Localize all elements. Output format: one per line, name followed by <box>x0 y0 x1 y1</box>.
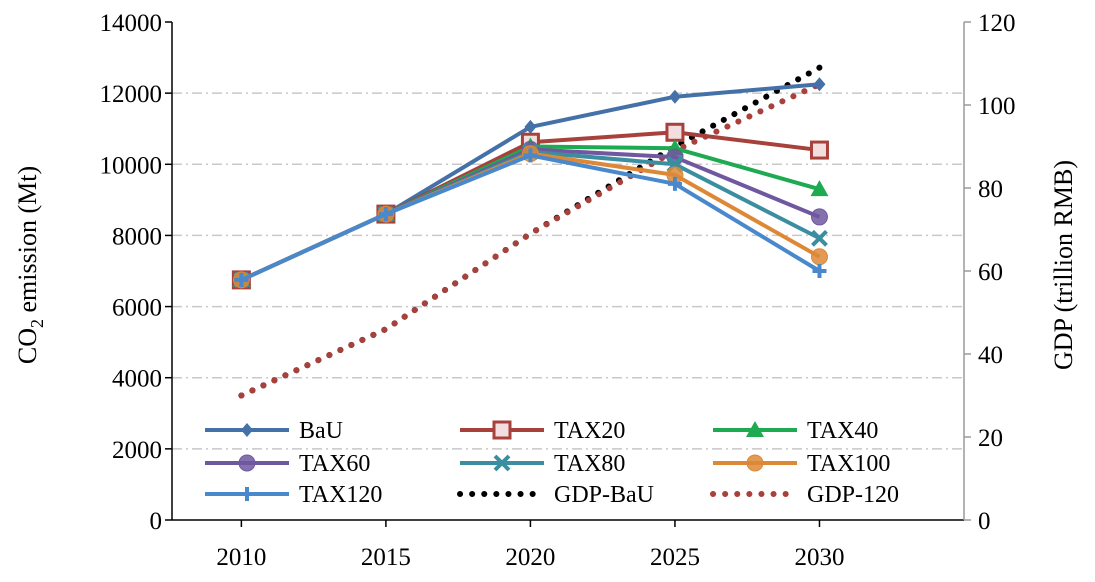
data-point-tax20 <box>665 122 685 142</box>
legend-label: TAX20 <box>554 418 625 444</box>
legend-label: TAX120 <box>299 482 382 508</box>
legend-item-tax80: TAX80 <box>460 451 625 477</box>
series-line-tax40 <box>240 144 821 282</box>
data-point-tax20 <box>809 140 829 160</box>
y-axis-right-title: GDP (trillion RMB) <box>1049 160 1078 370</box>
legend-label: TAX60 <box>299 451 370 477</box>
data-point-tax40 <box>810 180 829 197</box>
y-right-tick-label: 60 <box>978 259 1003 286</box>
x-tick-label: 2020 <box>505 544 555 571</box>
legend-item-tax60: TAX60 <box>205 451 370 477</box>
data-point-tax100 <box>810 248 828 266</box>
x-tick-label: 2030 <box>794 544 844 571</box>
y-right-tick-label: 0 <box>978 508 991 535</box>
y-right-tick-label: 100 <box>978 93 1016 120</box>
y-right-tick-label: 20 <box>978 425 1003 452</box>
series-gdp-bau <box>238 64 823 399</box>
legend-label: TAX40 <box>807 418 878 444</box>
axes <box>165 21 971 527</box>
data-point-bau <box>813 77 826 92</box>
legend-marker <box>240 487 254 501</box>
y-left-tick-label: 6000 <box>112 295 162 322</box>
y-right-tick-label: 80 <box>978 176 1003 203</box>
y-axis-left-title: CO2 emission (Mt) <box>13 166 47 364</box>
series-tax120 <box>234 148 827 287</box>
legend-marker <box>493 454 511 472</box>
data-point-tax120 <box>378 207 393 222</box>
y-left-tick-label: 2000 <box>112 437 162 464</box>
legend-marker <box>746 454 764 472</box>
y-right-tick-label: 120 <box>978 10 1016 37</box>
data-point-tax120 <box>234 272 249 287</box>
series-line-gdp-120 <box>238 81 823 399</box>
legend-item-tax120: TAX120 <box>205 482 382 508</box>
series-line-gdp-bau <box>238 64 823 399</box>
data-point-tax120 <box>667 176 682 191</box>
legend: BaU TAX20 TAX40 TAX60 TAX80 TAX100 TAX120 GDP-B… <box>205 418 899 508</box>
data-point-bau <box>524 119 537 134</box>
legend-item-gdp-bau: GDP-BaU <box>457 482 654 508</box>
x-tick-label: 2015 <box>361 544 411 571</box>
legend-label: TAX100 <box>807 451 890 477</box>
y-left-tick-label: 0 <box>150 508 163 535</box>
y-left-tick-label: 12000 <box>100 81 163 108</box>
legend-marker <box>492 420 512 440</box>
legend-item-tax40: TAX40 <box>713 418 878 444</box>
legend-label: BaU <box>299 418 343 444</box>
legend-item-tax20: TAX20 <box>460 418 625 444</box>
legend-label: GDP-BaU <box>554 482 654 508</box>
data-point-bau <box>668 89 681 104</box>
series-gdp-120 <box>238 81 823 399</box>
legend-label: TAX80 <box>554 451 625 477</box>
y-left-tick-label: 8000 <box>112 223 162 250</box>
legend-item-tax100: TAX100 <box>713 451 890 477</box>
gridlines <box>172 92 964 450</box>
legend-label: GDP-120 <box>807 482 899 508</box>
legend-item-bau: BaU <box>205 418 343 444</box>
legend-marker <box>241 423 253 437</box>
series-line-tax80 <box>240 149 821 282</box>
x-tick-label: 2025 <box>650 544 700 571</box>
y-left-tick-label: 4000 <box>112 366 162 393</box>
data-point-tax80 <box>811 229 828 247</box>
data-point-tax120 <box>812 264 827 278</box>
series-line-tax60 <box>240 147 821 282</box>
legend-marker <box>238 454 256 472</box>
series-line-tax120 <box>240 153 821 282</box>
tick-labels: 0 2000 4000 6000 8000 10000 12000 14000 0 20 40 60 8… <box>100 10 1016 571</box>
y-left-tick-label: 10000 <box>100 152 163 179</box>
legend-item-gdp-120: GDP-120 <box>710 482 899 508</box>
series-layer <box>231 64 829 399</box>
data-point-tax120 <box>523 148 538 163</box>
data-point-tax60 <box>810 208 828 226</box>
y-right-tick-label: 40 <box>978 342 1003 369</box>
series-tax60 <box>232 140 828 289</box>
x-tick-label: 2010 <box>216 544 266 571</box>
legend-marker <box>746 421 764 437</box>
y-left-tick-label: 14000 <box>100 10 163 37</box>
